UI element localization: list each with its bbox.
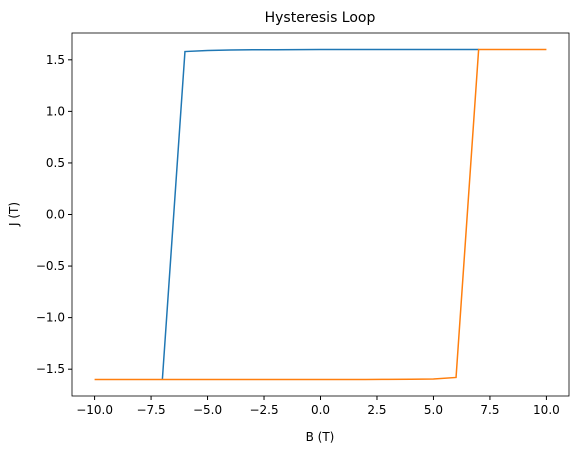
- y-tick-label: −0.5: [36, 259, 65, 273]
- y-tick-label: 1.0: [46, 104, 65, 118]
- y-tick-label: 1.5: [46, 53, 65, 67]
- data-line: [94, 48, 547, 381]
- x-tick-label: 2.5: [367, 403, 386, 417]
- y-tick-label: −1.5: [36, 362, 65, 376]
- chart-title: Hysteresis Loop: [265, 10, 376, 26]
- y-tick-label: 0.0: [46, 208, 65, 222]
- x-tick-label: 10.0: [533, 403, 560, 417]
- x-tick-label: 5.0: [424, 403, 443, 417]
- x-tick-label: 7.5: [480, 403, 499, 417]
- y-axis-label: J (T): [7, 202, 21, 227]
- x-tick-label: −10.0: [76, 403, 113, 417]
- data-line: [161, 48, 479, 380]
- x-tick-label: −7.5: [136, 403, 165, 417]
- x-tick-label: −2.5: [249, 403, 278, 417]
- x-axis-label: B (T): [306, 430, 335, 444]
- x-tick-label: 0.0: [311, 403, 330, 417]
- y-tick-label: −1.0: [36, 311, 65, 325]
- x-tick-label: −5.0: [193, 403, 222, 417]
- y-tick-label: 0.5: [46, 156, 65, 170]
- axes-frame: [71, 32, 570, 397]
